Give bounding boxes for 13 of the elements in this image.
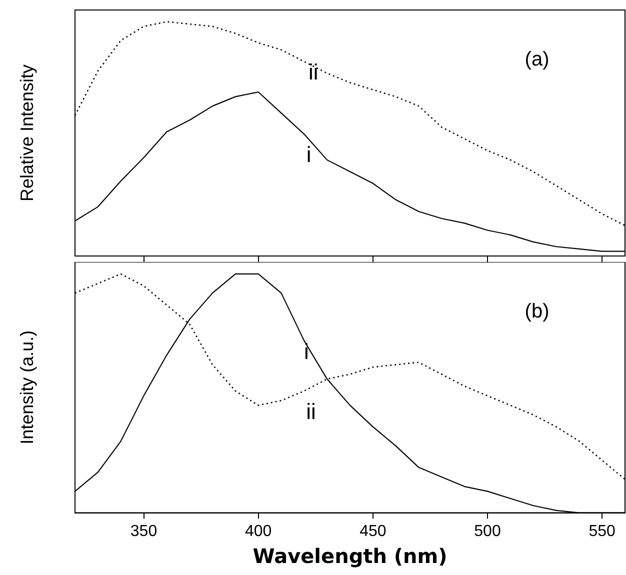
x-tick-label: 350	[130, 522, 158, 540]
y-axis-title: Intensity (a.u.)	[16, 330, 37, 444]
x-tick-label: 450	[360, 522, 386, 540]
text: (a)	[524, 48, 550, 71]
x-tick-label: 500	[474, 522, 501, 540]
y-axis-title: Relative Intensity	[16, 64, 37, 202]
annotation: i	[306, 142, 312, 168]
annotation: ii	[308, 60, 318, 85]
x-tick-label: 400	[244, 522, 272, 540]
text: (b)	[524, 300, 550, 323]
x-axis-title: Wavelength (nm)	[252, 544, 448, 568]
x-tick-label: 550	[588, 522, 616, 540]
annotation: ii	[306, 399, 316, 424]
